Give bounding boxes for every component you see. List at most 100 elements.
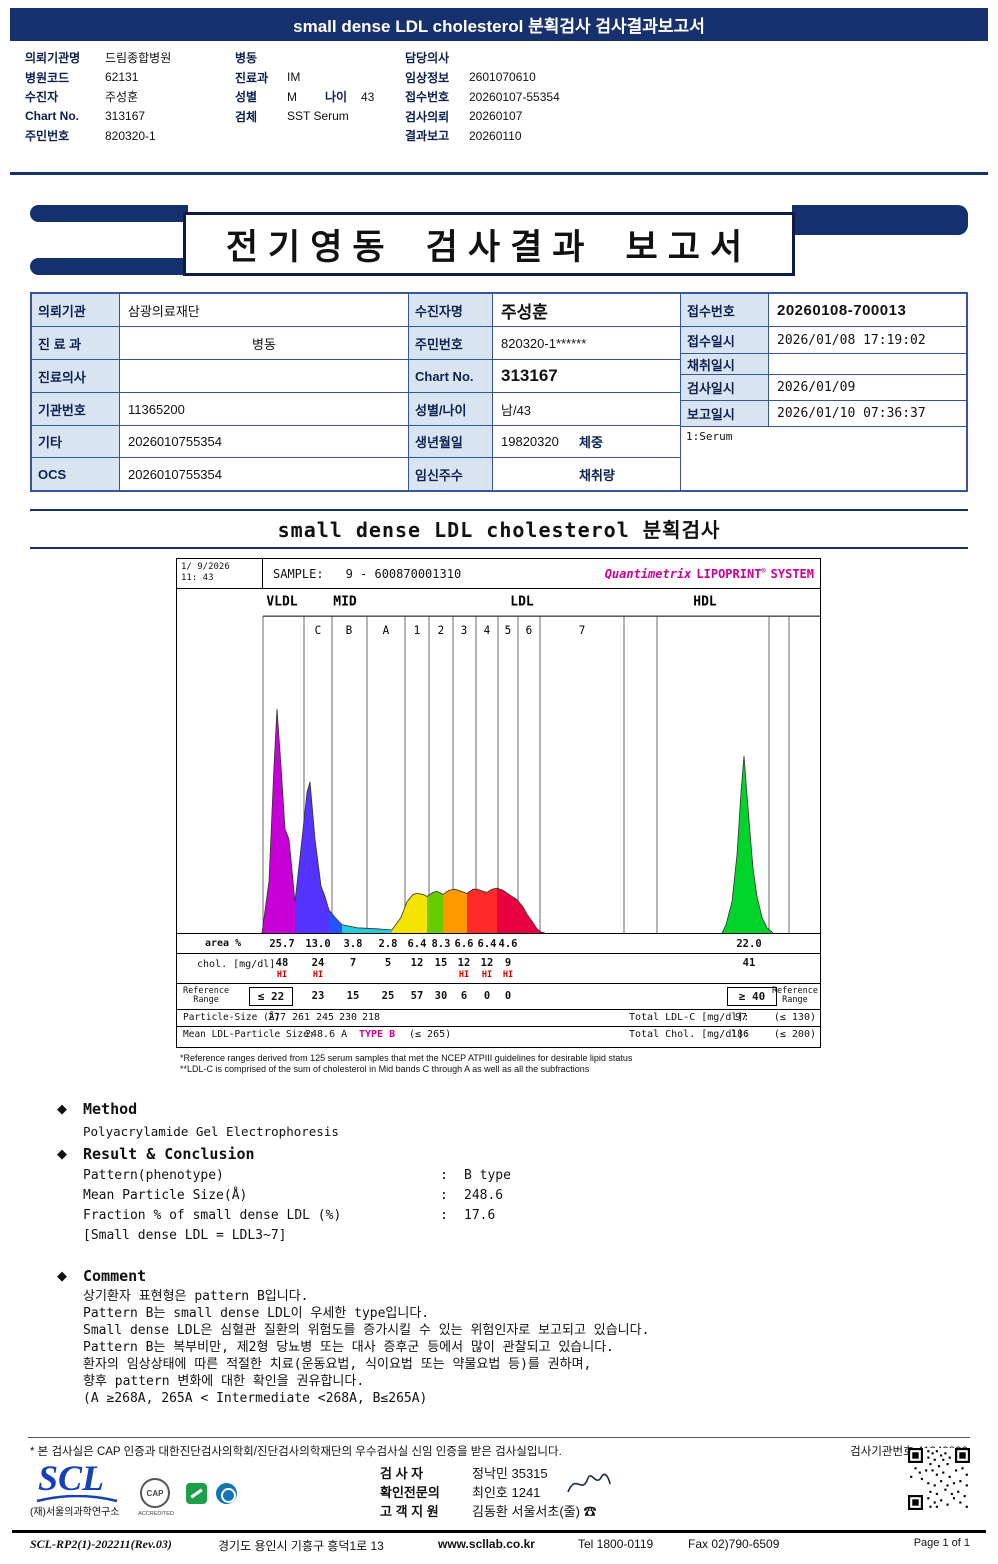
info-label: 나이: [325, 90, 348, 105]
result-row: Mean Particle Size(Å): 248.6: [83, 1188, 511, 1208]
particle-size-value: 245: [315, 1012, 335, 1023]
diamond-icon: ◆: [57, 1101, 67, 1116]
sign-label: 검 사 자: [380, 1466, 424, 1481]
particle-size-row: Particle-Size (Å) 277 261 245 230 218 To…: [177, 1009, 820, 1026]
curve-ldl5: [497, 888, 545, 933]
comment-line: Small dense LDL은 심혈관 질환의 위험도를 증가시킬 수 있는 …: [83, 1323, 650, 1338]
total-ldlc-value: 97: [735, 1012, 748, 1023]
chol-value: 15: [434, 957, 448, 969]
mean-size-value: 248.6 A: [305, 1029, 348, 1040]
hi-flag: HI: [481, 970, 493, 980]
cell-sublabel: 체중: [579, 435, 603, 450]
hi-flag: HI: [312, 970, 324, 980]
chol-value: 5: [384, 957, 392, 969]
report-title: small dense LDL cholesterol 분획검사 검사결과보고서: [293, 17, 705, 36]
report-header-bar: small dense LDL cholesterol 분획검사 검사결과보고서: [10, 8, 988, 41]
footer-rule: [28, 1437, 970, 1438]
result-value: 17.6: [464, 1208, 496, 1223]
area-label: area %: [205, 938, 242, 949]
sign-value: 김동환 서울서초(줄) ☎: [472, 1504, 597, 1519]
comment-title: Comment: [83, 1267, 147, 1285]
cap-logo-sub: ACCREDITED: [138, 1511, 174, 1517]
table-row: 성별/나이 남/43: [409, 393, 680, 426]
total-chol-label: Total Chol. [mg/dl]:: [629, 1029, 750, 1040]
result-rows: Pattern(phenotype): B type Mean Particle …: [83, 1168, 511, 1248]
info-row: 담당의사: [405, 48, 560, 68]
table-row: 검사일시 2026/01/09: [681, 375, 966, 401]
cell-value: 2026/01/09: [777, 380, 856, 395]
cap-logo: CAP: [140, 1478, 170, 1508]
sign-label: 확인전문의: [380, 1485, 440, 1500]
patient-info-col2: 병동 진료과 IM 성별 M 나이 43 검체 SST Serum: [235, 48, 374, 126]
area-value: 2.8: [378, 938, 398, 950]
info-label: Chart No.: [25, 109, 79, 124]
result-value: B type: [464, 1168, 511, 1183]
banner-title: 전기영동 검사결과 보고서: [225, 227, 753, 268]
curve-ldl1: [392, 893, 427, 933]
band-labels: VLDL MID LDL HDL: [266, 594, 716, 609]
table-row: 1:Serum: [681, 427, 966, 490]
result-colon: :: [440, 1168, 448, 1183]
comment-line: Pattern B는 복부비만, 제2형 당뇨병 또는 대사 증후군 등에서 많…: [83, 1340, 614, 1355]
certification-note: * 본 검사실은 CAP 인증과 대한진단검사의학회/진단검사의학재단의 우수검…: [30, 1446, 562, 1458]
chol-value: 24: [311, 957, 325, 969]
particle-size-value: 230: [338, 1012, 358, 1023]
info-row: 검체 SST Serum: [235, 107, 374, 127]
sign-label: 고 객 지 원: [380, 1504, 439, 1519]
cell-value: 남/43: [501, 402, 532, 418]
scl-logo-swoosh: [36, 1495, 118, 1503]
cell-label: 의뢰기관: [32, 294, 120, 326]
result-row: Fraction % of small dense LDL (%): 17.6: [83, 1208, 511, 1228]
info-label: 진료과: [235, 70, 269, 85]
info-label: 병동: [235, 51, 258, 66]
accreditation-logo-green: [186, 1483, 207, 1504]
curve-ldl2: [427, 891, 443, 933]
table-row: 접수번호 20260108-700013: [681, 294, 966, 327]
result-title: Result & Conclusion: [83, 1145, 255, 1163]
sub-label: 3: [461, 624, 468, 637]
sub-label: 7: [579, 624, 586, 637]
sign-row: 확인전문의 최인호 1241: [380, 1482, 597, 1501]
cell-label: 접수번호: [681, 294, 769, 326]
chol-value: 12: [480, 957, 494, 969]
section-rule-bottom: [30, 547, 968, 549]
banner-bar-left-bottom: [30, 258, 186, 275]
order-table-left: 의뢰기관 삼광의료재단 진 료 과 병동 진료의사 기관번호 11365200 기타 2…: [32, 294, 408, 490]
info-label: 임상정보: [405, 70, 450, 85]
qr-code-icon: [908, 1448, 970, 1510]
curve-ldl3: [443, 889, 467, 933]
comment-line: (A ≥268A, 265A < Intermediate <268A, B≤2…: [83, 1391, 428, 1406]
method-value: Polyacrylamide Gel Electrophoresis: [83, 1124, 339, 1139]
result-label: Fraction % of small dense LDL (%): [83, 1208, 342, 1223]
hi-flag: HI: [502, 970, 514, 980]
tel: Tel 1800-0119: [578, 1537, 654, 1551]
reference-label-right: Reference Range: [772, 987, 818, 1005]
info-value: 2601070610: [469, 70, 536, 85]
cell-label: 진 료 과: [32, 327, 120, 359]
cell-value: 2026010755354: [128, 466, 222, 482]
table-row: 의뢰기관 삼광의료재단: [32, 294, 408, 327]
curve-vldl: [262, 708, 295, 933]
phenotype-badge: TYPE B: [359, 1029, 396, 1040]
info-row: 검사의뢰 20260107: [405, 107, 560, 127]
band-label-ldl: LDL: [510, 594, 533, 609]
cell-value: 삼광의료재단: [128, 303, 200, 319]
reference-value: 6: [460, 990, 468, 1002]
fax: Fax 02)790-6509: [688, 1537, 780, 1551]
info-value: SST Serum: [287, 109, 349, 124]
patient-info-col1: 의뢰기관명 드림종합병원 병원코드 62131 수진자 주성훈 Chart No. 31…: [25, 48, 171, 146]
cell-label: 성별/나이: [409, 393, 493, 425]
table-row: 기관번호 11365200: [32, 393, 408, 426]
info-value: 820320-1: [105, 128, 156, 143]
serum-note: 1:Serum: [686, 430, 733, 443]
info-label: 검체: [235, 109, 258, 124]
lipoprint-datetime: 1/ 9/2026 11: 43: [177, 559, 263, 588]
table-row: Chart No. 313167: [409, 360, 680, 393]
area-value-hdl: 22.0: [736, 938, 762, 950]
info-label: 수진자: [25, 90, 59, 105]
brand: Quantimetrix LIPOPRINT® SYSTEM: [605, 559, 820, 588]
reference-value: 57: [410, 990, 424, 1002]
scl-org-name: (재)서울의과학연구소: [30, 1507, 120, 1518]
date-line: 1/ 9/2026: [181, 562, 230, 572]
cell-value: 11365200: [128, 401, 185, 417]
